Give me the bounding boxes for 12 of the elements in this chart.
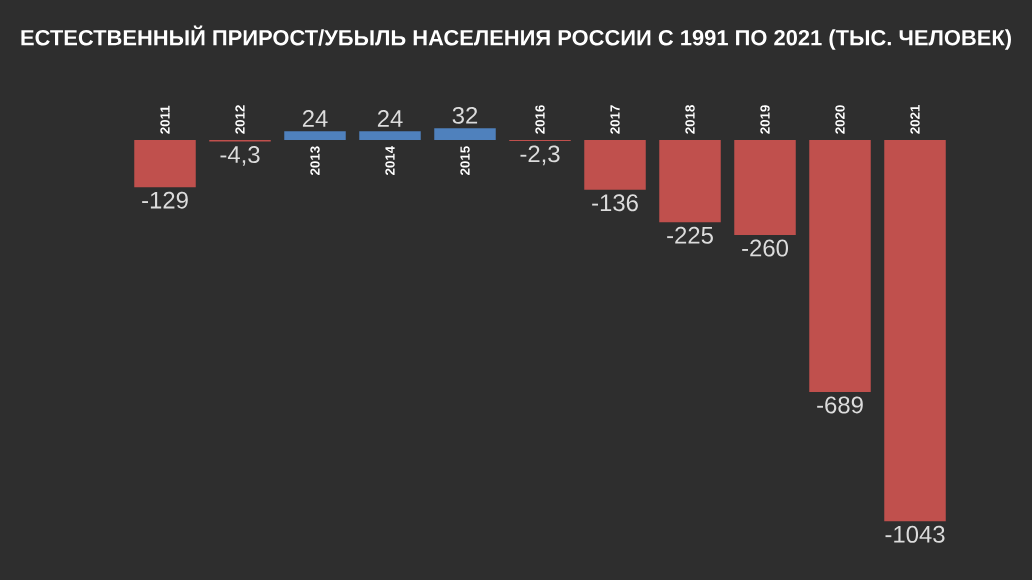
data-label: -1043: [885, 525, 945, 543]
data-label: -129: [142, 191, 188, 209]
data-label: 24: [302, 110, 328, 127]
data-label: -225: [667, 226, 713, 244]
chart-title: ЕСТЕСТВЕННЫЙ ПРИРОСТ/УБЫЛЬ НАСЕЛЕНИЯ РОССИИ С 1991 ПО 2021 (ТЫС. ЧЕЛОВЕК): [21, 25, 1011, 50]
data-label: -4,3: [220, 146, 260, 166]
data-label: 32: [452, 106, 478, 124]
data-label: -2,3: [520, 145, 560, 166]
data-label: 24: [377, 110, 403, 127]
data-label: -689: [817, 396, 863, 414]
data-label: -260: [742, 239, 789, 257]
data-label: -136: [592, 194, 638, 212]
